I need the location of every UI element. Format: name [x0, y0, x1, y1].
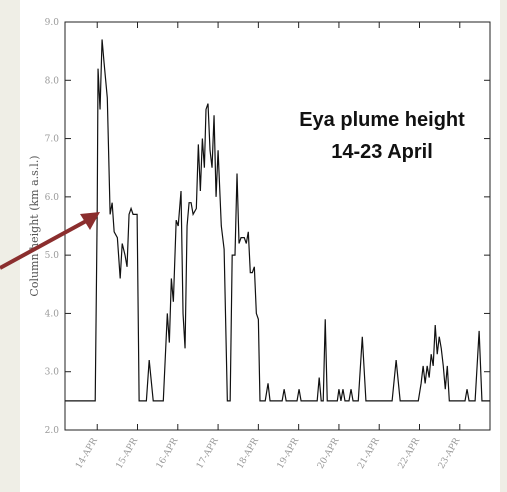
y-tick-label: 7.0	[45, 135, 60, 145]
arrow	[0, 218, 89, 270]
plot-frame	[64, 21, 491, 431]
chart-subtitle: 14-23 April	[331, 141, 433, 163]
panel	[20, 0, 500, 492]
arrow-head	[80, 212, 100, 230]
y-tick-label: 2.0	[45, 426, 60, 436]
y-tick-label: 4.0	[45, 309, 60, 319]
y-tick-label: 6.0	[45, 193, 60, 203]
y-tick-label: 5.0	[45, 251, 60, 261]
y-tick-label: 9.0	[45, 18, 60, 28]
y-axis-label: Column height (km a.s.l.)	[28, 155, 41, 296]
chart-title: Eya plume height	[299, 109, 465, 131]
data-line	[65, 39, 490, 402]
y-tick-label: 3.0	[45, 368, 60, 378]
y-tick-label: 8.0	[45, 76, 60, 86]
